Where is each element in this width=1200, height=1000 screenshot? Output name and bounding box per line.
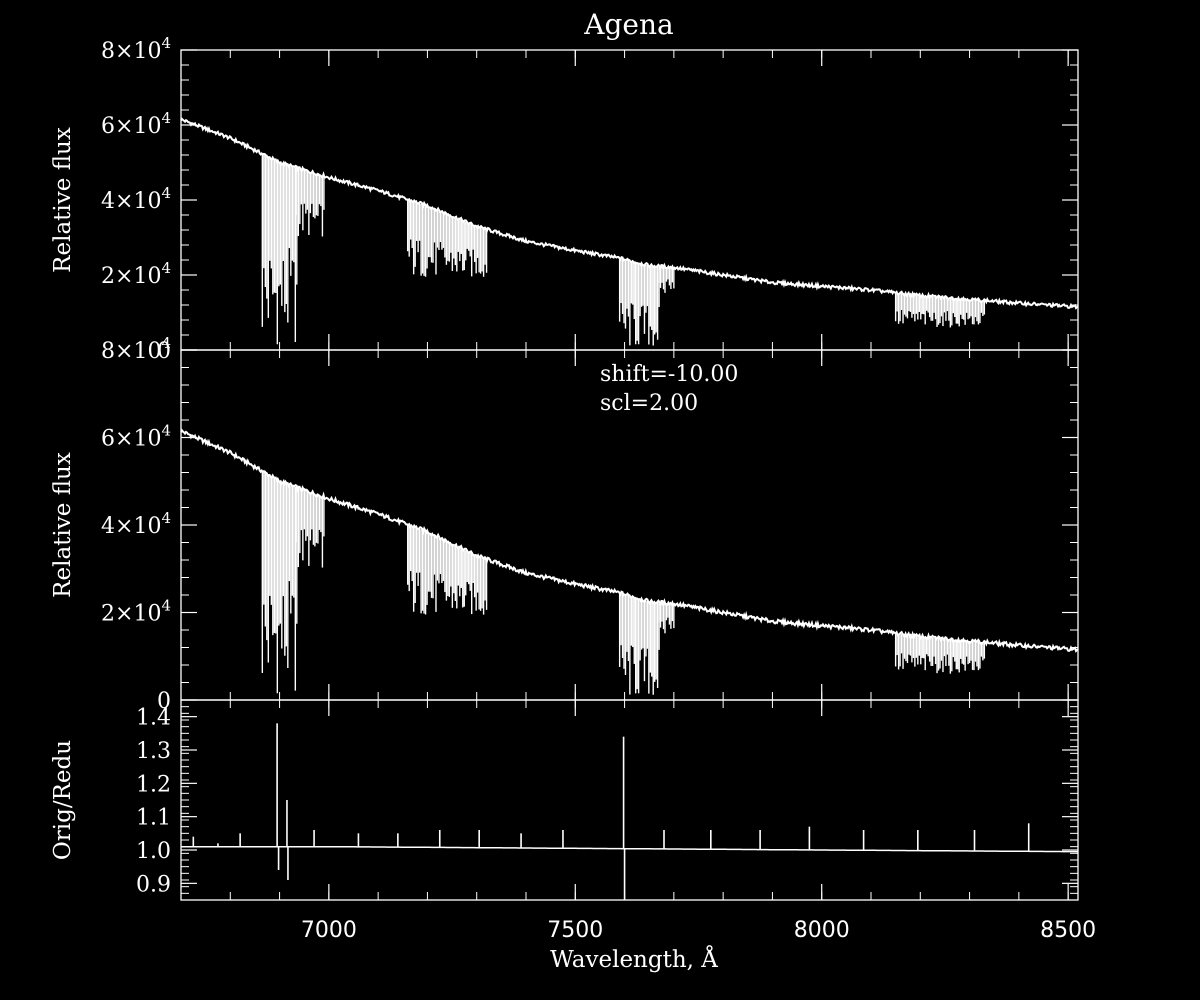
top-panel: 0 2×104 4×104 6×104 8×104 Relative flux (50, 34, 1079, 364)
top-absorption-band (894, 292, 986, 328)
bottom-panel: 0.9 1.0 1.1 1.2 1.3 1.4 Orig/Redu (50, 699, 1079, 901)
middle-absorption-band (261, 471, 298, 694)
middle-ytick-label: 6×104 (101, 422, 171, 452)
middle-ytick-label: 8×104 (101, 334, 171, 364)
x-tick-label: 7000 (301, 918, 357, 943)
middle-spectrum-line (180, 428, 1079, 653)
middle-absorption-band (407, 524, 488, 615)
middle-absorption-band (618, 592, 660, 695)
middle-absorption-band (296, 487, 325, 568)
middle-absorption-band (658, 602, 675, 634)
top-ytick-label: 2×104 (101, 259, 171, 289)
middle-y-axis-title: Relative flux (50, 452, 76, 598)
bottom-y-axis-title: Orig/Redu (50, 740, 76, 860)
bottom-ratio-line (181, 845, 1079, 853)
middle-ytick-label: 0 (157, 689, 171, 714)
middle-ytick-label: 4×104 (101, 509, 171, 539)
top-spectrum-line (180, 117, 1079, 310)
middle-absorption-band (894, 633, 986, 674)
top-ytick-label: 8×104 (101, 34, 171, 64)
top-absorption-band (618, 258, 660, 346)
middle-annotation: scl=2.00 (600, 391, 698, 416)
top-ytick-label: 6×104 (101, 109, 171, 139)
chart-title: Agena (583, 8, 673, 41)
top-absorption-band (296, 167, 325, 237)
x-tick-label: 8000 (794, 918, 850, 943)
x-tick-label: 8500 (1040, 918, 1096, 943)
bottom-ytick-label: 1.0 (136, 839, 171, 864)
x-tick-label: 7500 (547, 918, 603, 943)
top-y-axis-title: Relative flux (50, 127, 76, 273)
x-axis-title: Wavelength, Å (550, 945, 718, 973)
top-absorption-band (407, 199, 488, 277)
middle-ytick-label: 2×104 (101, 597, 171, 627)
bottom-ytick-label: 1.2 (136, 772, 171, 797)
bottom-ytick-label: 1.4 (136, 706, 171, 731)
top-absorption-band (658, 266, 675, 293)
top-ytick-label: 0 (157, 339, 171, 364)
middle-panel: 0 2×104 4×104 6×104 8×104 Relative flux shift=… (50, 334, 1079, 714)
top-ytick-label: 4×104 (101, 184, 171, 214)
panels: 0 2×104 4×104 6×104 8×104 Relative flux 0 2×104… (50, 34, 1096, 943)
bottom-ytick-label: 1.1 (136, 806, 171, 831)
bottom-ytick-label: 1.3 (136, 739, 171, 764)
middle-annotation: shift=-10.00 (600, 362, 738, 387)
top-absorption-band (261, 153, 298, 345)
bottom-ytick-label: 0.9 (136, 872, 171, 897)
